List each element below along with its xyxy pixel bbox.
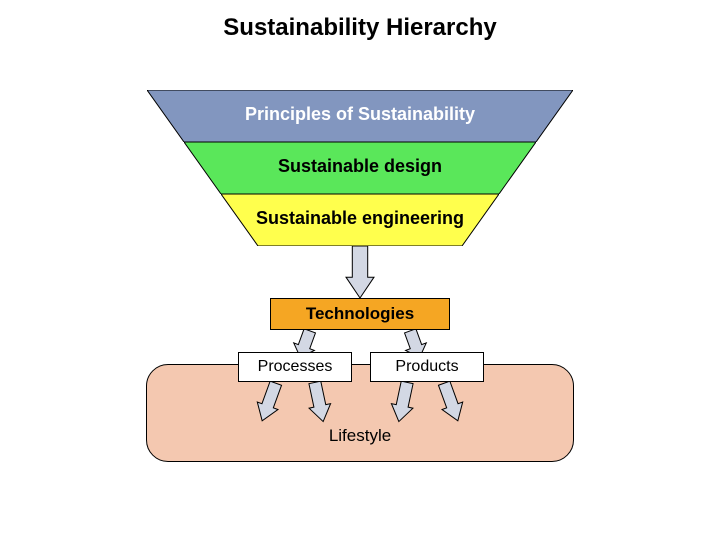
page-title: Sustainability Hierarchy [0, 14, 720, 42]
trapezoid-label-1: Sustainable design [278, 156, 442, 177]
trapezoid-1: Sustainable design [184, 142, 536, 194]
technologies-label: Technologies [306, 304, 414, 324]
processes-label: Processes [258, 358, 333, 376]
products-label: Products [395, 358, 458, 376]
trapezoid-label-2: Sustainable engineering [256, 208, 464, 229]
trapezoid-0: Principles of Sustainability [147, 90, 573, 142]
processes-box: Processes [238, 352, 352, 382]
lifestyle-label: Lifestyle [329, 426, 391, 446]
diagram-canvas: Principles of Sustainability Sustainable … [80, 90, 640, 510]
technologies-box: Technologies [270, 298, 450, 330]
arrow-to-technologies [346, 246, 374, 298]
trapezoid-2: Sustainable engineering [221, 194, 499, 246]
trapezoid-label-0: Principles of Sustainability [245, 104, 475, 125]
lifestyle-box [146, 364, 574, 462]
products-box: Products [370, 352, 484, 382]
